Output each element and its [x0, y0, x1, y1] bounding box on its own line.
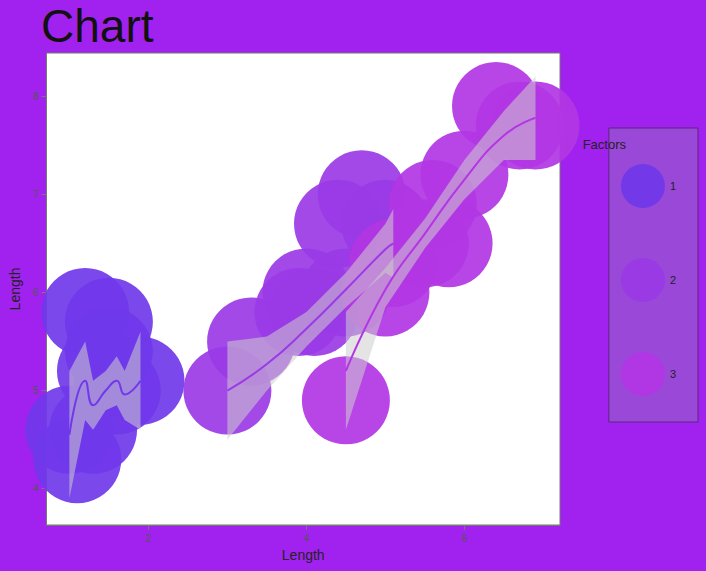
svg-text:6: 6	[462, 533, 468, 544]
svg-text:2: 2	[146, 533, 152, 544]
svg-text:1: 1	[670, 180, 676, 192]
svg-text:5: 5	[33, 385, 39, 396]
svg-text:3: 3	[670, 368, 676, 380]
svg-text:Chart: Chart	[41, 0, 154, 52]
svg-text:8: 8	[33, 91, 39, 102]
svg-text:6: 6	[33, 287, 39, 298]
svg-text:Length: Length	[282, 547, 325, 563]
svg-text:4: 4	[304, 533, 310, 544]
svg-text:7: 7	[33, 189, 39, 200]
svg-text:Factors: Factors	[583, 137, 627, 152]
svg-text:2: 2	[670, 274, 676, 286]
svg-text:4: 4	[33, 483, 39, 494]
svg-text:Length: Length	[7, 268, 23, 311]
